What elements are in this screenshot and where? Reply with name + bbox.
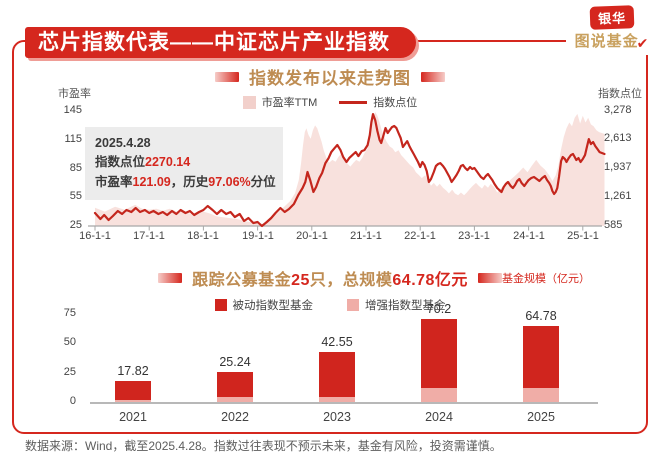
passive-fund-bar-segment — [115, 380, 151, 400]
funds-title-part: 只，总规模 — [309, 272, 393, 289]
trend-legend: 市盈率TTM 指数点位 — [0, 94, 660, 110]
passive-fund-bar-segment — [217, 372, 253, 398]
funds-title-part: 64.78亿元 — [392, 272, 468, 289]
enhanced-fund-bar-segment — [115, 399, 151, 402]
y-left-tick-label: 85 — [69, 162, 82, 174]
passive-fund-bar-segment — [523, 325, 559, 389]
page-title-text: 芯片指数代表——中证芯片产业指数 — [38, 31, 390, 54]
bar-category-label: 2025 — [527, 410, 555, 424]
funds-title-part: 跟踪公募基金 — [192, 272, 292, 289]
page-title: 芯片指数代表——中证芯片产业指数 — [25, 27, 416, 58]
funds-section-title: 跟踪公募基金25只，总规模64.78亿元 — [192, 266, 468, 290]
bar-category-label: 2022 — [221, 410, 249, 424]
bar-total-label: 64.78 — [525, 308, 557, 323]
section-accent-left-icon — [215, 71, 239, 82]
annotation-box: 2025.4.28 指数点位2270.14 市盈率121.09，历史97.06%… — [85, 127, 283, 201]
bar-total-label: 17.82 — [117, 363, 149, 378]
x-tick-label: 22-1-1 — [404, 230, 436, 242]
index-line-swatch-icon — [339, 100, 368, 104]
funds-title-part: 25 — [291, 272, 310, 289]
data-source-disclaimer: 数据来源：Wind，截至2025.4.28。指数过往表现不预示未来，基金有风险，… — [25, 439, 502, 453]
x-tick-label: 17-1-1 — [133, 230, 165, 242]
funds-section-header: 跟踪公募基金25只，总规模64.78亿元 — [0, 266, 660, 290]
y-right-tick-label: 2,613 — [604, 132, 632, 144]
bar-total-label: 25.24 — [219, 355, 251, 370]
enhanced-fund-bar-segment — [523, 388, 559, 402]
y-right-axis-title: 指数点位 — [598, 88, 642, 100]
y-right-tick-label: 1,937 — [604, 161, 632, 173]
bar-chart-axis-line — [90, 402, 598, 404]
y-right-tick-label: 585 — [604, 219, 623, 231]
trend-section-header: 指数发布以来走势图 — [0, 64, 660, 89]
bar-y-tick-label: 75 — [63, 307, 76, 319]
y-right-tick-label: 3,278 — [604, 104, 632, 116]
annotation-index-line: 指数点位2270.14 — [95, 155, 191, 170]
y-left-tick-label: 145 — [63, 104, 82, 116]
fund-scale-unit-label: 基金规模（亿元） — [502, 273, 590, 285]
x-tick-label: 20-1-1 — [296, 230, 328, 242]
bar-category-label: 2023 — [323, 410, 351, 424]
legend-item-index: 指数点位 — [339, 94, 417, 110]
brand-badge: 银华 — [589, 5, 635, 30]
y-left-tick-label: 115 — [64, 133, 82, 145]
y-left-tick-label: 25 — [69, 219, 82, 231]
x-tick-label: 16-1-1 — [79, 230, 111, 242]
funds-legend: 被动指数型基金 增强指数型基金 — [0, 297, 660, 313]
pe-area-swatch-icon — [242, 95, 256, 109]
index-line-series — [93, 112, 606, 228]
section-accent-right-icon — [421, 71, 445, 82]
enhanced-fund-bar-segment — [217, 397, 253, 402]
y-right-tick-label: 1,261 — [604, 190, 632, 202]
x-tick-label: 19-1-1 — [242, 230, 274, 242]
passive-fund-swatch-icon — [214, 299, 227, 311]
trend-section-title: 指数发布以来走势图 — [249, 69, 411, 88]
legend-item-pe: 市盈率TTM — [242, 94, 317, 110]
x-tick-label: 23-1-1 — [458, 230, 490, 242]
x-tick-label: 25-1-1 — [567, 230, 599, 242]
bar-category-label: 2021 — [119, 410, 147, 424]
x-tick-label: 18-1-1 — [187, 230, 219, 242]
y-left-axis-title: 市盈率 — [58, 88, 91, 100]
annotation-date: 2025.4.28 — [95, 136, 151, 150]
section-accent-left-icon — [158, 273, 183, 283]
bar-y-tick-label: 50 — [63, 336, 76, 348]
bar-total-label: 42.55 — [321, 334, 353, 349]
passive-fund-bar-segment — [319, 351, 355, 397]
bar-y-tick-label: 25 — [63, 366, 76, 378]
check-icon: ✔ — [636, 35, 650, 51]
passive-fund-bar-segment — [421, 319, 457, 389]
x-tick-label: 21-1-1 — [350, 230, 382, 242]
enhanced-fund-swatch-icon — [347, 299, 359, 311]
pe-area-series — [95, 112, 605, 226]
annotation-pe-line: 市盈率121.09，历史97.06%分位 — [95, 174, 276, 189]
brand-logo: 银华 图说基金✔ — [566, 4, 658, 55]
enhanced-fund-bar-segment — [421, 388, 457, 402]
bar-total-label: 70.2 — [426, 302, 452, 317]
legend-item-enhanced: 增强指数型基金 — [347, 297, 446, 313]
section-accent-right-icon — [477, 273, 502, 283]
legend-item-passive: 被动指数型基金 — [214, 297, 313, 313]
x-tick-label: 24-1-1 — [513, 230, 545, 242]
trend-chart — [88, 112, 606, 231]
bar-category-label: 2024 — [425, 410, 453, 424]
enhanced-fund-bar-segment — [319, 396, 355, 402]
brand-series-label: 图说基金✔ — [574, 33, 650, 51]
y-left-tick-label: 55 — [69, 190, 82, 202]
bar-y-tick-label: 0 — [69, 395, 76, 407]
